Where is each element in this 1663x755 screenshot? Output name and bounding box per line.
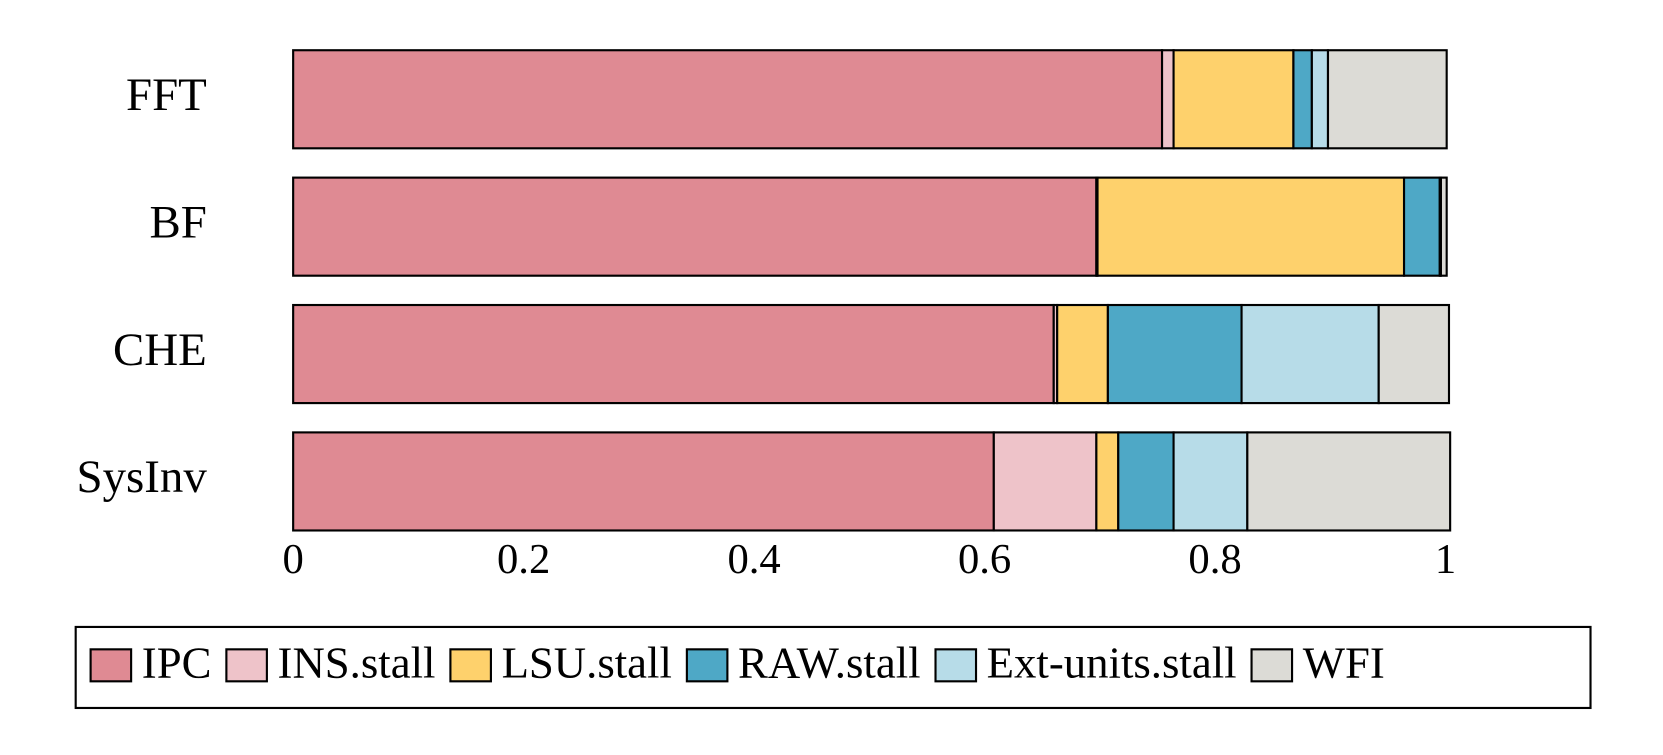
x-tick-label: 0 (283, 536, 304, 583)
legend-swatch (934, 648, 978, 683)
bar-segment (1402, 176, 1441, 277)
legend-swatch (225, 648, 268, 683)
bar-segment (292, 303, 1055, 405)
bar-segment (1439, 176, 1448, 277)
y-tick-label: BF (149, 196, 206, 248)
legend-swatch (89, 648, 133, 683)
x-tick-label: 0.4 (727, 536, 780, 583)
bar-segment (1056, 303, 1109, 405)
bar-segment (1292, 49, 1313, 150)
y-tick-label: CHE (113, 324, 207, 376)
bar-segment (292, 431, 995, 532)
bar-segment (1246, 431, 1452, 532)
bar-segment (1096, 176, 1406, 277)
x-tick-label: 0.2 (497, 536, 550, 583)
bar-segment (1172, 49, 1295, 150)
x-tick-label: 0.8 (1188, 536, 1241, 583)
bar-segment (1310, 49, 1330, 150)
legend-swatch (685, 648, 729, 683)
y-tick-label: SysInv (77, 451, 208, 503)
bar-segment (292, 49, 1164, 150)
bar-segment (1117, 431, 1175, 532)
bar-segment (1095, 431, 1120, 532)
legend-label: IPC (142, 638, 212, 688)
x-tick-label: 0.6 (958, 536, 1011, 583)
legend-swatch (1250, 648, 1294, 683)
bar-segment (1160, 49, 1175, 150)
legend-label: Ext-units.stall (987, 638, 1237, 688)
legend-swatch (449, 648, 492, 683)
bar-segment (1106, 303, 1243, 405)
legend-label: LSU.stall (502, 638, 672, 688)
legend-label: RAW.stall (738, 638, 921, 688)
bar-segment (1172, 431, 1249, 532)
bar-segment (1240, 303, 1380, 405)
y-tick-label: FFT (126, 69, 207, 121)
legend-label: WFI (1303, 638, 1385, 688)
legend-box (74, 625, 1592, 710)
legend-label: INS.stall (278, 638, 436, 688)
bar-segment (1326, 49, 1448, 150)
bar-segment (292, 176, 1098, 277)
bar-segment (1377, 303, 1451, 405)
bar-segment (992, 431, 1098, 532)
x-tick-label: 1 (1435, 536, 1456, 583)
